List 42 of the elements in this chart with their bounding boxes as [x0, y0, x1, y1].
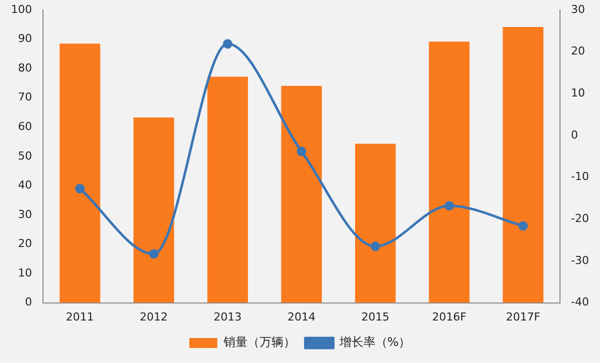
bar	[133, 117, 174, 303]
y2-tick-label: -10	[571, 170, 589, 184]
point	[149, 249, 159, 259]
x-tick-label: 2013	[214, 310, 242, 324]
point	[370, 242, 380, 252]
y2-tick-label: 0	[571, 128, 578, 142]
y2-tick-label: 30	[571, 2, 586, 16]
point	[222, 39, 232, 49]
y2-tick-label: -20	[571, 212, 589, 225]
point	[296, 146, 306, 156]
y2-tick-label: -40	[571, 296, 589, 309]
y-tick-label: 50	[18, 149, 32, 162]
y2-tick-label: 10	[571, 86, 586, 100]
point	[518, 221, 528, 231]
y2-tick-label: -30	[571, 254, 589, 267]
y-tick-label: 70	[18, 90, 32, 104]
bar	[60, 44, 100, 303]
y-tick-label: 100	[10, 2, 32, 16]
bar	[281, 86, 322, 303]
point	[75, 184, 85, 194]
y-tick-label: 40	[18, 178, 32, 192]
bar	[355, 144, 396, 303]
point	[444, 201, 454, 211]
x-tick-label: 2011	[66, 310, 94, 324]
x-tick-label: 2017F	[506, 310, 540, 324]
bar	[428, 42, 470, 303]
bar	[502, 26, 544, 303]
legend-label: 增长率（%）	[338, 335, 411, 350]
y-tick-label: 80	[18, 61, 32, 74]
y-tick-label: 60	[18, 120, 32, 133]
y-tick-label: 20	[18, 237, 32, 250]
y-tick-label: 90	[18, 32, 32, 46]
legend-label: 销量（万辆）	[222, 335, 296, 350]
x-tick-label: 2014	[288, 310, 316, 324]
x-tick-label: 2012	[140, 310, 168, 324]
y-tick-label: 0	[24, 296, 32, 309]
y-tick-label: 10	[18, 266, 32, 280]
y2-tick-label: 20	[571, 44, 586, 58]
y-tick-label: 30	[18, 208, 32, 221]
bar	[207, 76, 248, 303]
x-tick-label: 2016F	[432, 310, 466, 324]
x-tick-label: 2015	[361, 310, 390, 324]
